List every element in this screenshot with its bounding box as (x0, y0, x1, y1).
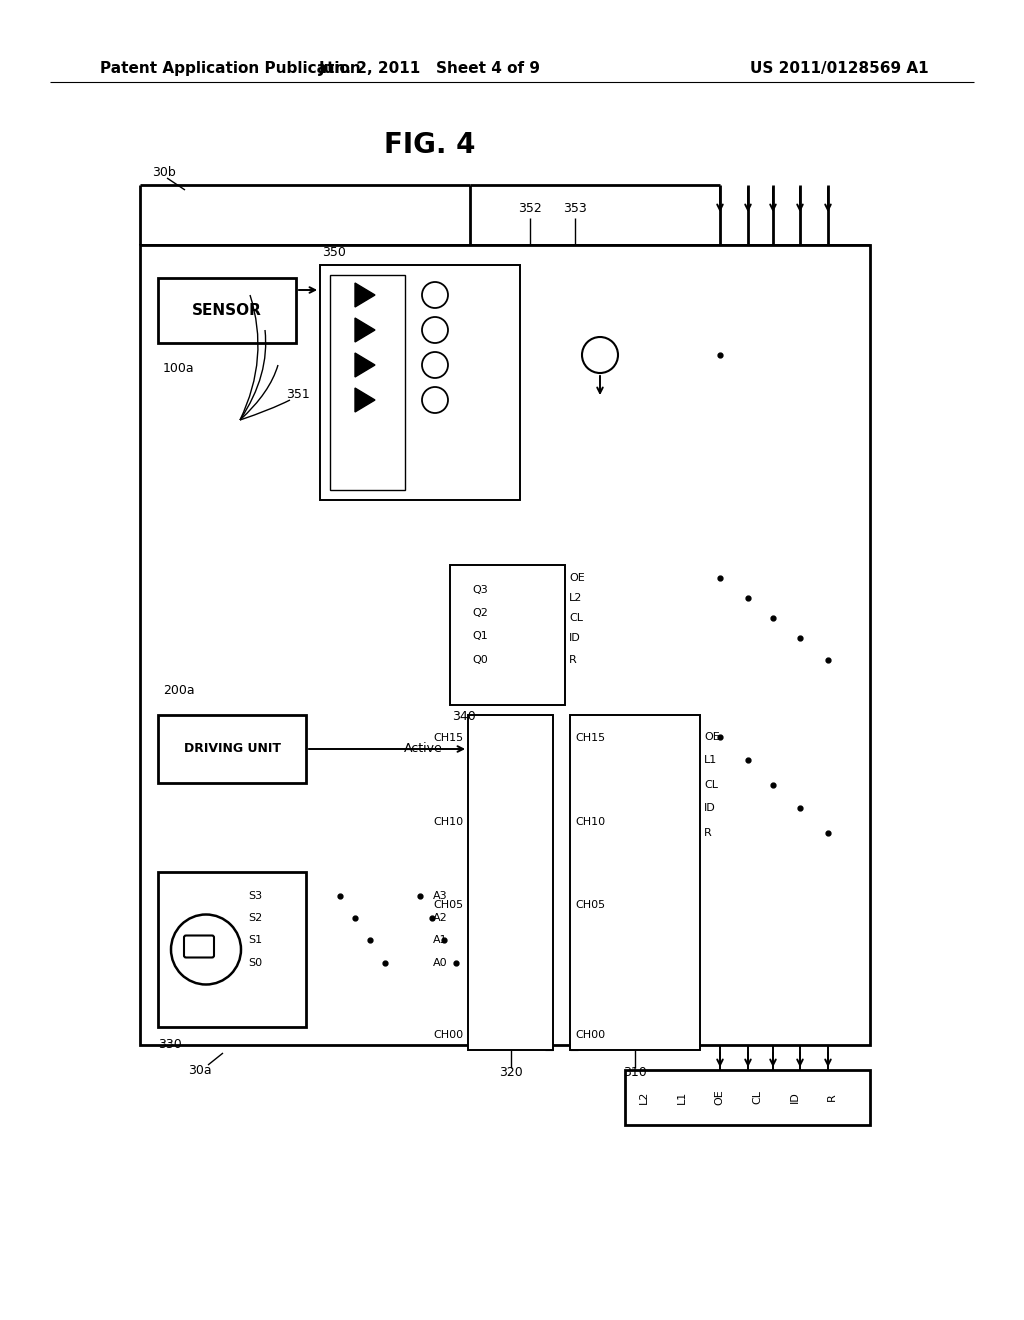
Polygon shape (355, 352, 375, 378)
Bar (158, 279, 296, 343)
Bar (158, 715, 306, 783)
Text: SENSOR: SENSOR (193, 304, 262, 318)
Text: S2: S2 (248, 913, 262, 923)
Text: A3: A3 (433, 891, 447, 902)
Text: Patent Application Publication: Patent Application Publication (100, 61, 360, 75)
Polygon shape (355, 318, 375, 342)
Text: S0: S0 (248, 958, 262, 968)
Bar (158, 873, 306, 1027)
Text: CH05: CH05 (575, 900, 605, 909)
Text: ID: ID (790, 1092, 800, 1104)
Text: CH10: CH10 (575, 817, 605, 828)
Text: OE: OE (705, 733, 720, 742)
Text: CH00: CH00 (575, 1030, 605, 1040)
Text: Jun. 2, 2011   Sheet 4 of 9: Jun. 2, 2011 Sheet 4 of 9 (319, 61, 541, 75)
Text: 350: 350 (322, 247, 346, 260)
Text: 340: 340 (452, 710, 476, 723)
Text: CL: CL (705, 780, 718, 789)
Text: ID: ID (569, 634, 581, 643)
Bar (330, 275, 406, 490)
Text: Q2: Q2 (472, 609, 487, 618)
Text: CH10: CH10 (433, 817, 463, 828)
Bar (625, 1071, 870, 1125)
Text: Active: Active (403, 742, 442, 755)
Text: OE: OE (714, 1089, 724, 1105)
Text: CL: CL (569, 612, 583, 623)
Text: A2: A2 (433, 913, 447, 923)
Text: 351: 351 (287, 388, 310, 401)
Bar (319, 265, 520, 500)
Text: ID: ID (705, 803, 716, 813)
Text: L2: L2 (639, 1090, 649, 1105)
Text: 30b: 30b (152, 166, 176, 180)
Text: L2: L2 (569, 593, 583, 603)
Bar (570, 715, 700, 1049)
Text: L1: L1 (705, 755, 717, 766)
Text: 310: 310 (624, 1065, 647, 1078)
Text: CH05: CH05 (433, 900, 463, 909)
Text: CL: CL (752, 1090, 762, 1105)
Text: Q1: Q1 (472, 631, 487, 642)
Text: A0: A0 (433, 958, 447, 968)
Text: DRIVING UNIT: DRIVING UNIT (183, 742, 281, 755)
Text: S1: S1 (248, 935, 262, 945)
Text: R: R (827, 1094, 838, 1101)
Text: L1: L1 (677, 1090, 686, 1104)
Text: Q0: Q0 (472, 655, 487, 665)
Polygon shape (355, 388, 375, 412)
Bar (450, 565, 565, 705)
Text: 200a: 200a (163, 684, 195, 697)
Text: FIG. 4: FIG. 4 (384, 131, 476, 158)
Text: 352: 352 (518, 202, 542, 214)
Text: CH15: CH15 (433, 733, 463, 743)
Text: R: R (569, 655, 577, 665)
Text: 100a: 100a (163, 362, 195, 375)
Text: 330: 330 (158, 1039, 181, 1052)
Polygon shape (355, 282, 375, 308)
Text: S3: S3 (248, 891, 262, 902)
Text: 353: 353 (563, 202, 587, 214)
Text: US 2011/0128569 A1: US 2011/0128569 A1 (750, 61, 929, 75)
Bar (140, 246, 870, 1045)
Text: CH15: CH15 (575, 733, 605, 743)
Bar (468, 715, 553, 1049)
Text: 320: 320 (499, 1065, 522, 1078)
FancyBboxPatch shape (184, 936, 214, 957)
Text: A1: A1 (433, 935, 447, 945)
Text: 30a: 30a (188, 1064, 212, 1077)
Text: OE: OE (569, 573, 585, 583)
Text: CH00: CH00 (433, 1030, 463, 1040)
Text: Q3: Q3 (472, 585, 487, 595)
Text: R: R (705, 828, 712, 838)
